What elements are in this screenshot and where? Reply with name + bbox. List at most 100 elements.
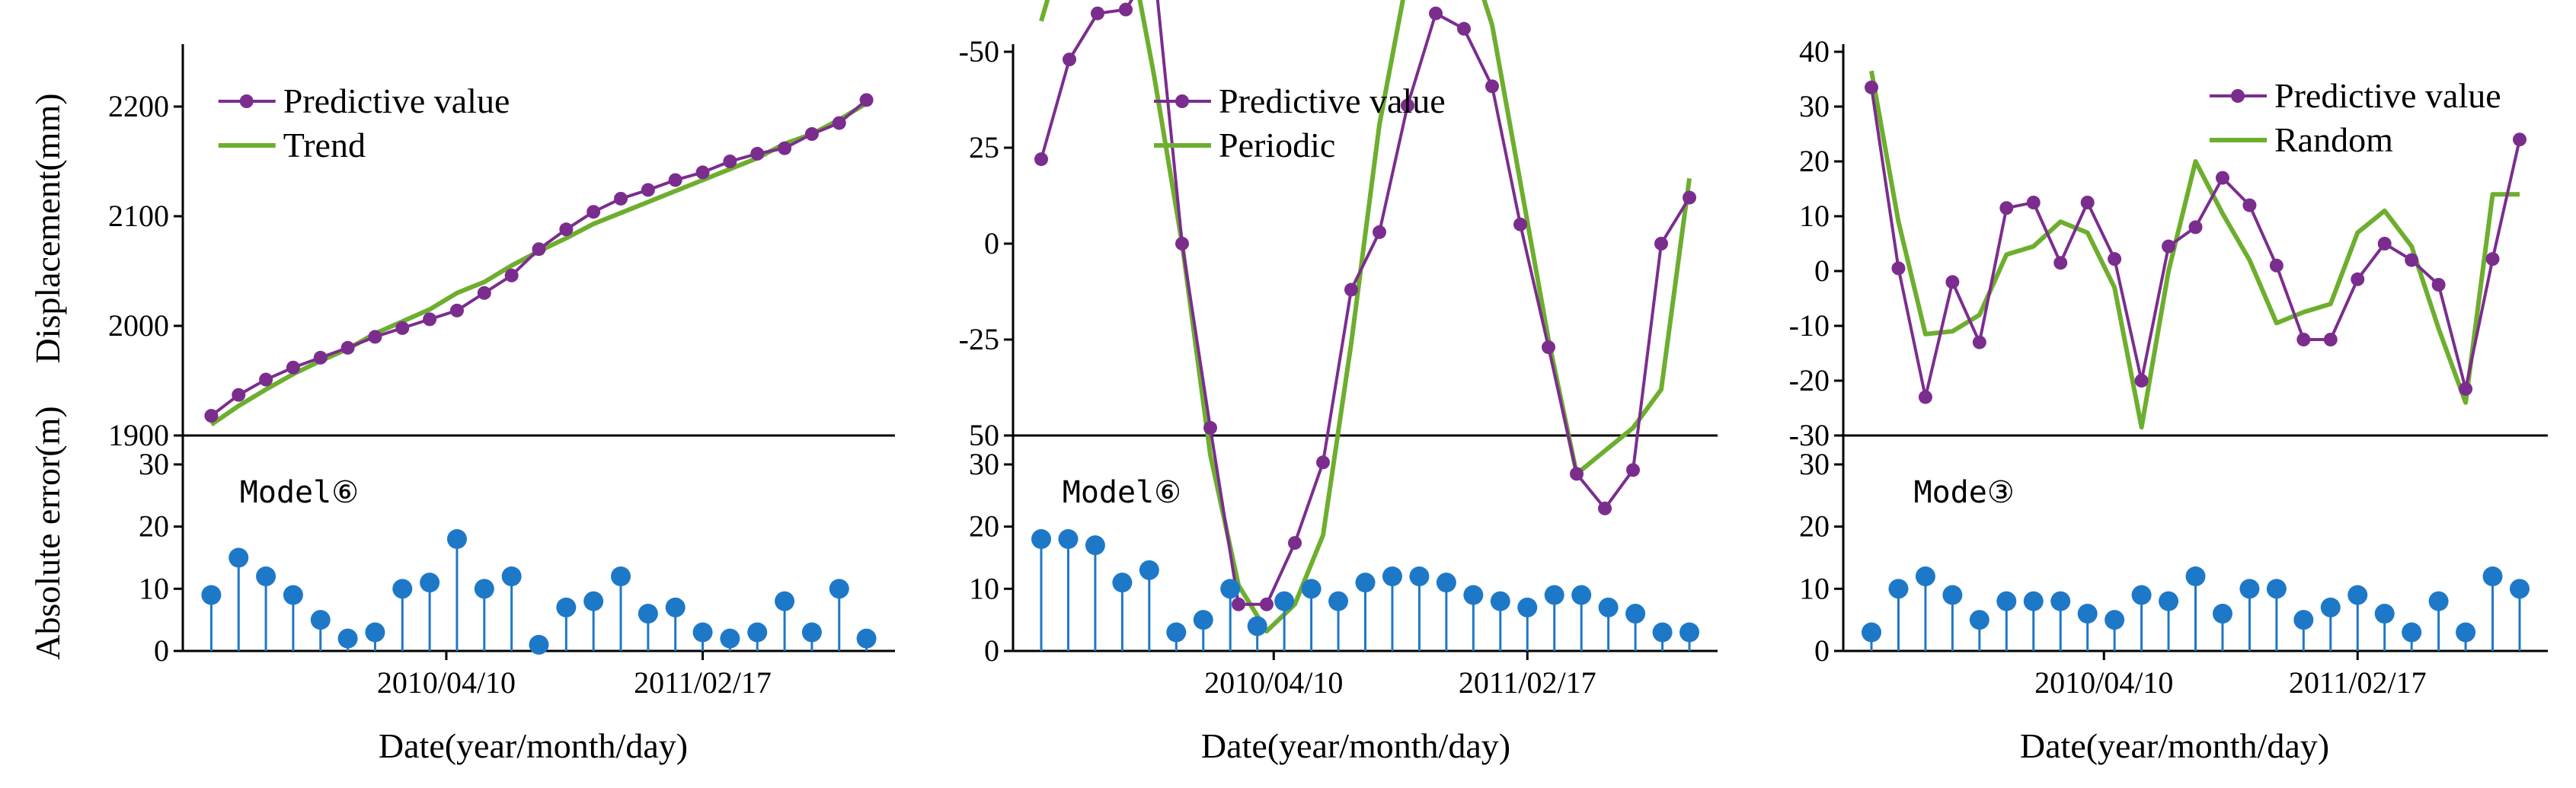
predictive-point xyxy=(2351,272,2365,286)
error-y-tick-label: 0 xyxy=(154,633,169,668)
error-point xyxy=(337,628,358,649)
x-tick-label: 2011/02/17 xyxy=(2289,665,2427,700)
error-point xyxy=(1166,622,1187,643)
model-label: Model⑥ xyxy=(1063,475,1181,510)
predictive-point xyxy=(2405,253,2419,267)
error-point xyxy=(474,579,494,599)
predictive-point xyxy=(1429,6,1443,21)
error-y-tick-label: 20 xyxy=(139,509,169,544)
x-tick-label: 2010/04/10 xyxy=(377,665,516,700)
y-tick-label: 25 xyxy=(969,130,999,164)
y-tick-label: -50 xyxy=(959,34,999,69)
predictive-point xyxy=(2323,333,2338,346)
predictive-point xyxy=(559,222,574,237)
predictive-point xyxy=(668,173,682,187)
predictive-point xyxy=(614,191,628,206)
error-point xyxy=(1301,579,1322,599)
error-point xyxy=(2023,591,2044,611)
model-label: Mode③ xyxy=(1914,475,2015,510)
predictive-point xyxy=(1034,152,1048,167)
error-y-tick-label: 30 xyxy=(139,447,169,481)
error-point xyxy=(1969,610,1990,630)
predictive-point xyxy=(449,303,464,317)
predictive-point xyxy=(1626,463,1640,477)
error-point xyxy=(2105,610,2125,630)
error-point xyxy=(2293,610,2314,630)
error-point xyxy=(1274,591,1295,611)
error-point xyxy=(365,622,385,643)
error-point xyxy=(229,547,249,568)
predictive-point xyxy=(750,146,765,161)
error-y-tick-label: 0 xyxy=(1814,633,1830,668)
predictive-point xyxy=(1091,6,1104,21)
y-tick-label: 20 xyxy=(1799,144,1830,178)
y-axis-label-absolute-error: Absolute error(m) xyxy=(28,406,67,659)
predictive-point xyxy=(1232,597,1245,611)
predictive-point xyxy=(1891,261,1906,276)
predictive-point xyxy=(1945,275,1960,289)
predictive-point xyxy=(2296,333,2311,346)
predictive-point xyxy=(204,409,219,423)
predictive-point xyxy=(2377,237,2392,250)
predictive-point xyxy=(2459,381,2473,396)
error-point xyxy=(1625,604,1646,624)
x-tick-label: 2010/04/10 xyxy=(1204,665,1343,700)
error-y-tick-label: 20 xyxy=(969,509,999,544)
predictive-point xyxy=(1485,79,1499,94)
error-y-tick-label: 10 xyxy=(969,571,999,605)
y-axis-label-displacement: Displacement(mm) xyxy=(28,93,67,363)
predictive-point xyxy=(1999,201,2014,215)
error-point xyxy=(283,585,303,605)
component-series-line xyxy=(1869,70,2520,430)
predictive-point xyxy=(1344,282,1358,297)
error-point xyxy=(2510,579,2530,599)
model-label: Model⑥ xyxy=(240,475,359,510)
predictive-point xyxy=(1175,237,1189,250)
y-tick-label: 2100 xyxy=(108,199,169,233)
error-point xyxy=(501,566,522,586)
predictive-point xyxy=(2242,198,2257,212)
error-point xyxy=(201,585,222,605)
error-point xyxy=(1355,573,1376,593)
y-tick-label: 2000 xyxy=(108,308,169,343)
error-point xyxy=(856,628,877,649)
predictive-point xyxy=(778,141,792,155)
error-point xyxy=(1463,585,1484,605)
error-point xyxy=(775,591,795,611)
predictive-point xyxy=(232,388,246,402)
predictive-point xyxy=(1260,597,1274,611)
error-point xyxy=(2456,622,2476,643)
y-tick-label: 1900 xyxy=(108,418,169,452)
y-tick-label: -20 xyxy=(1789,363,1830,397)
predictive-point xyxy=(477,286,491,300)
predictive-point xyxy=(2215,171,2229,185)
predictive-point xyxy=(641,183,655,197)
error-point xyxy=(747,622,768,643)
legend-predictive-label: Predictive value xyxy=(283,81,510,120)
error-point xyxy=(420,573,440,593)
error-point xyxy=(1652,622,1673,643)
predictive-point xyxy=(1119,2,1133,17)
error-point xyxy=(2239,579,2260,599)
error-y-tick-label: 30 xyxy=(1799,447,1830,481)
error-point xyxy=(692,622,713,643)
predictive-point xyxy=(1865,80,1878,94)
error-point xyxy=(1328,591,1349,611)
predictive-point xyxy=(1457,21,1471,36)
error-point xyxy=(1247,616,1267,636)
error-point xyxy=(1942,585,1963,605)
legend-component-label: Periodic xyxy=(1219,126,1335,164)
error-point xyxy=(2266,579,2287,599)
error-point xyxy=(2050,591,2071,611)
x-tick-label: 2011/02/17 xyxy=(634,665,772,700)
chart-panel-1: 1900 2000 2100 2200 Predictive value Trend 0 10… xyxy=(108,44,895,700)
error-point xyxy=(2212,604,2232,624)
predictive-point xyxy=(340,340,355,355)
error-point xyxy=(665,597,686,617)
error-point xyxy=(720,628,740,649)
y-tick-label: 0 xyxy=(1814,254,1830,288)
predictive-point xyxy=(2431,278,2446,292)
predictive-point xyxy=(2080,196,2095,209)
error-point xyxy=(1888,579,1909,599)
